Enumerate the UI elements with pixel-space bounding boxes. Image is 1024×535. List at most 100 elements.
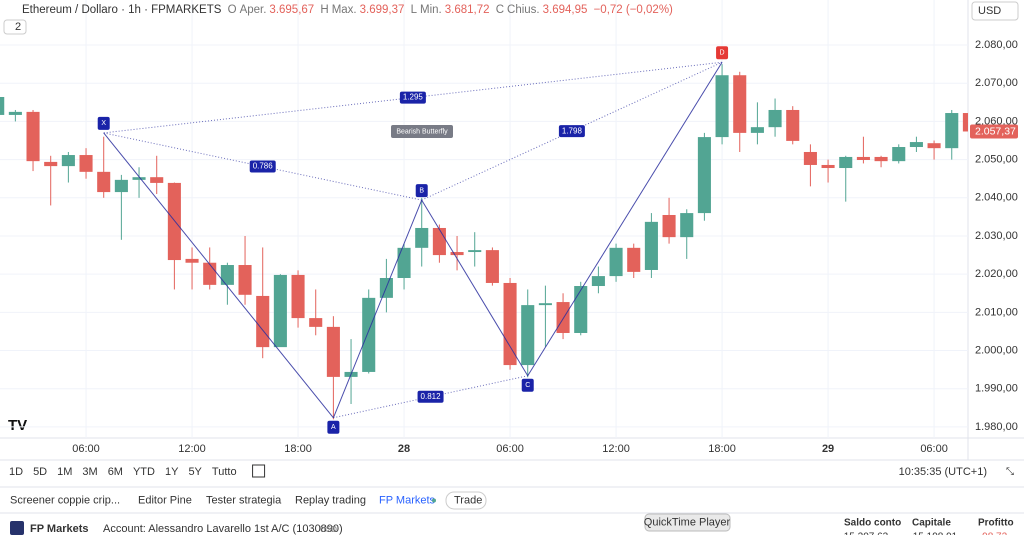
range-button[interactable]: 1D <box>9 466 23 478</box>
candle-body <box>892 147 906 162</box>
range-button[interactable]: 3M <box>82 466 97 478</box>
candle-body <box>574 286 588 333</box>
candle-body <box>256 295 270 348</box>
calendar-icon[interactable] <box>252 464 266 478</box>
candle-body <box>909 142 923 148</box>
candle-body <box>874 156 888 162</box>
candle-body <box>114 179 128 193</box>
candle-body <box>733 75 747 133</box>
point-label: X <box>101 120 106 127</box>
y-tick-label: 2.080,00 <box>975 39 1018 51</box>
range-button[interactable]: 5Y <box>188 466 202 478</box>
candle-body <box>962 113 968 132</box>
range-button[interactable]: 1Y <box>165 466 179 478</box>
candle-body <box>556 302 570 333</box>
point-marker <box>716 46 729 60</box>
candle-body <box>503 282 517 366</box>
badge: 2 <box>15 21 21 33</box>
logo: TV <box>8 417 27 434</box>
last-price-box <box>970 124 1018 139</box>
candle-body <box>821 164 835 169</box>
resize-icon: ⤡ <box>1006 467 1014 478</box>
account-col: Saldo conto <box>844 518 901 529</box>
legend: Ethereum / Dollaro · 1h · FPMARKETS O Ape… <box>22 4 676 16</box>
point-marker <box>521 378 534 392</box>
ratio-label: 1.798 <box>562 126 583 135</box>
tab[interactable]: Screener coppie crip... <box>10 494 120 506</box>
ratio-label: 0.812 <box>421 392 442 401</box>
candle-body <box>397 247 411 278</box>
currency-box[interactable] <box>971 1 1019 21</box>
point-marker <box>327 420 340 434</box>
range-button[interactable]: 5D <box>33 466 47 478</box>
label: Chius. <box>507 4 540 16</box>
candle-body <box>945 113 959 149</box>
label: Aper. <box>239 4 267 16</box>
account-val: 15.198,91 <box>913 532 958 535</box>
y-tick-label: 2.050,00 <box>975 154 1018 166</box>
candle-body <box>450 252 464 256</box>
ratio-label: 1.295 <box>403 93 424 102</box>
tab[interactable]: Editor Pine <box>138 494 192 506</box>
account-val: 15.207,63 <box>844 532 889 535</box>
candle-body <box>291 274 305 319</box>
status-dot <box>432 498 436 503</box>
candle-body <box>362 297 376 372</box>
ratio-box <box>417 390 444 403</box>
value: 3.699,37 <box>359 4 405 16</box>
broker: FP Markets <box>30 523 89 535</box>
point-marker <box>415 184 428 198</box>
symbol: Ethereum / Dollaro · 1h · FPMARKETS <box>22 4 222 16</box>
ratio-box <box>399 91 426 104</box>
y-tick-label: 2.000,00 <box>975 344 1018 356</box>
candle-body <box>485 250 499 283</box>
pattern-name-box <box>391 125 453 138</box>
point-label: D <box>720 50 725 57</box>
range-button[interactable]: Tutto <box>212 466 237 478</box>
x-tick-label: 06:00 <box>496 443 524 455</box>
candle-body <box>680 213 694 238</box>
candle-body <box>627 247 641 272</box>
badge-box[interactable] <box>3 19 27 35</box>
candle-body <box>150 177 164 183</box>
candle-body <box>309 318 323 327</box>
y-tick-label: 1.980,00 <box>975 421 1018 433</box>
ratio-box <box>558 125 585 138</box>
y-tick-label: 1.990,00 <box>975 383 1018 395</box>
value: 3.681,72 <box>444 4 490 16</box>
x-tick-label: 12:00 <box>602 443 630 455</box>
account-val: -98,72 <box>979 532 1008 535</box>
range-button[interactable]: 1M <box>57 466 72 478</box>
tab[interactable]: Trade <box>454 494 482 506</box>
candle-body <box>44 161 58 167</box>
pattern-leg <box>332 199 423 418</box>
candle-body <box>803 151 817 165</box>
candle-body <box>856 156 870 161</box>
label: L <box>410 4 417 16</box>
label: Min. <box>420 4 442 16</box>
label: O <box>227 4 237 16</box>
label: Max. <box>331 4 357 16</box>
candle-body <box>185 258 199 263</box>
candle-body <box>644 221 658 270</box>
pattern-leg <box>103 132 334 419</box>
y-tick-label: 2.010,00 <box>975 306 1018 318</box>
last-price: 2.057,37 <box>975 125 1016 137</box>
candle-body <box>326 326 340 377</box>
broker-icon <box>10 521 24 535</box>
popup: QuickTime Player <box>644 516 731 528</box>
account-col: Capitale <box>912 518 951 529</box>
change: −0,72 (−0,02%) <box>593 4 673 16</box>
candle-body <box>786 109 800 141</box>
tab[interactable]: FP Markets <box>379 494 436 506</box>
x-tick-label: 18:00 <box>708 443 736 455</box>
tab-box[interactable] <box>445 491 487 510</box>
range-button[interactable]: YTD <box>133 466 155 478</box>
tab[interactable]: Replay trading <box>295 494 366 506</box>
candle-body <box>97 171 111 193</box>
point-label: B <box>419 187 424 194</box>
range-button[interactable]: 6M <box>108 466 123 478</box>
tab[interactable]: Tester strategia <box>206 494 282 506</box>
